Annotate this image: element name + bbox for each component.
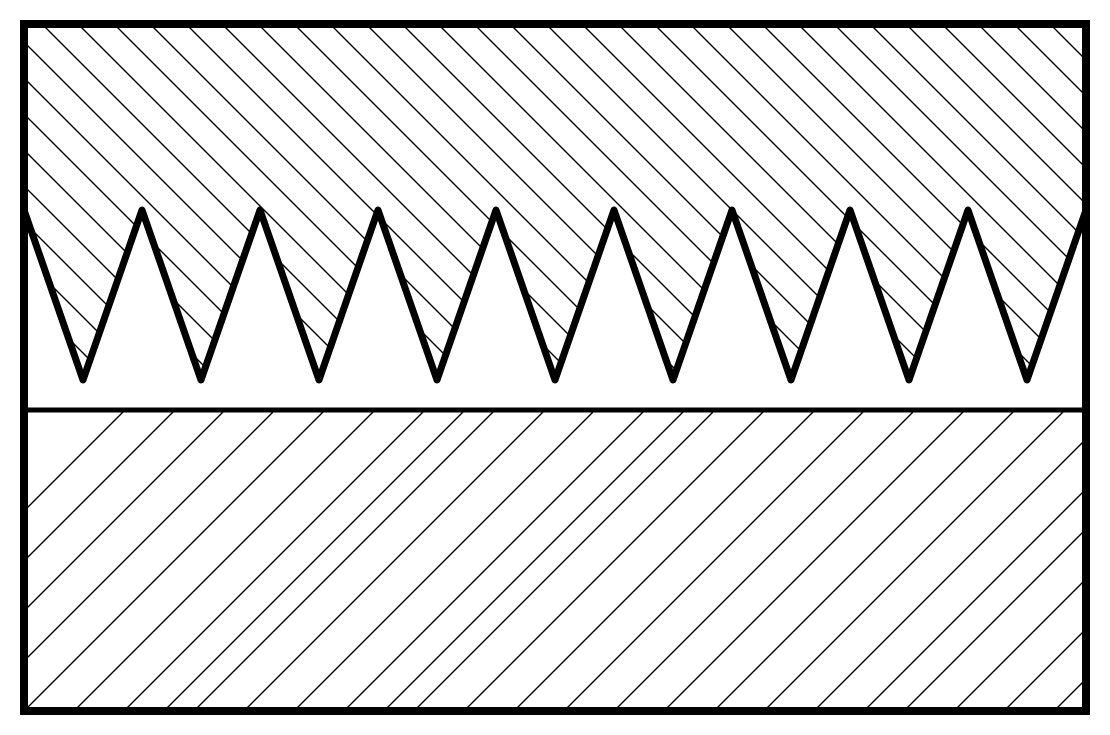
outer-frame [24, 24, 1086, 711]
diagram-canvas [0, 0, 1110, 735]
zigzag-line [24, 210, 1086, 380]
lower-hatch [0, 0, 1110, 735]
upper-hatch [0, 0, 1110, 735]
